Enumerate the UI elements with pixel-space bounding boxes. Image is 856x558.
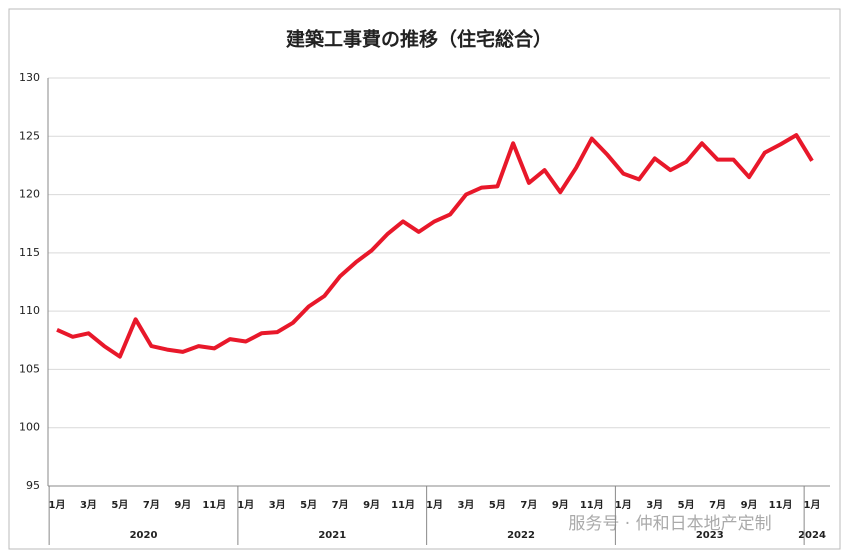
x-tick-label: 7月	[332, 499, 349, 511]
y-tick-label: 100	[19, 421, 40, 434]
y-tick-label: 125	[19, 129, 40, 142]
x-tick-label: 3月	[646, 499, 663, 511]
x-tick-label: 9月	[363, 499, 380, 511]
x-tick-label: 7月	[709, 499, 726, 511]
x-tick-label: 7月	[143, 499, 160, 511]
y-tick-label: 130	[19, 71, 40, 84]
x-tick-label: 5月	[678, 499, 695, 511]
x-tick-label: 1月	[615, 499, 632, 511]
frame	[8, 8, 841, 550]
x-tick-label: 11月	[769, 499, 793, 511]
year-label: 2022	[507, 530, 535, 541]
year-label: 2023	[696, 530, 724, 541]
x-tick-label: 1月	[237, 499, 254, 511]
year-label: 2021	[318, 530, 346, 541]
x-tick-label: 9月	[174, 499, 191, 511]
data-line	[56, 133, 814, 359]
x-tick-label: 11月	[202, 499, 226, 511]
watermark: 服务号 · 仲和日本地产定制	[568, 514, 771, 534]
x-tick-label: 11月	[391, 499, 415, 511]
year-label: 2024	[798, 530, 826, 541]
x-tick-label: 3月	[80, 499, 97, 511]
x-tick-label: 1月	[49, 499, 66, 511]
y-tick-label: 110	[19, 304, 40, 317]
chart-title: 建築工事費の推移（住宅総合）	[286, 28, 552, 51]
x-tick-label: 5月	[111, 499, 128, 511]
year-label: 2020	[130, 530, 158, 541]
y-tick-label: 115	[19, 246, 40, 259]
x-tick-label: 9月	[741, 499, 758, 511]
x-tick-label: 11月	[580, 499, 604, 511]
y-tick-label: 95	[26, 479, 40, 492]
y-tick-label: 120	[19, 188, 40, 201]
x-tick-label: 5月	[489, 499, 506, 511]
x-tick-label: 9月	[552, 499, 569, 511]
x-tick-label: 7月	[520, 499, 537, 511]
y-tick-label: 105	[19, 362, 40, 375]
x-tick-label: 1月	[804, 499, 821, 511]
x-tick-label: 3月	[457, 499, 474, 511]
x-tick-label: 5月	[300, 499, 317, 511]
x-tick-label: 1月	[426, 499, 443, 511]
x-tick-label: 3月	[269, 499, 286, 511]
